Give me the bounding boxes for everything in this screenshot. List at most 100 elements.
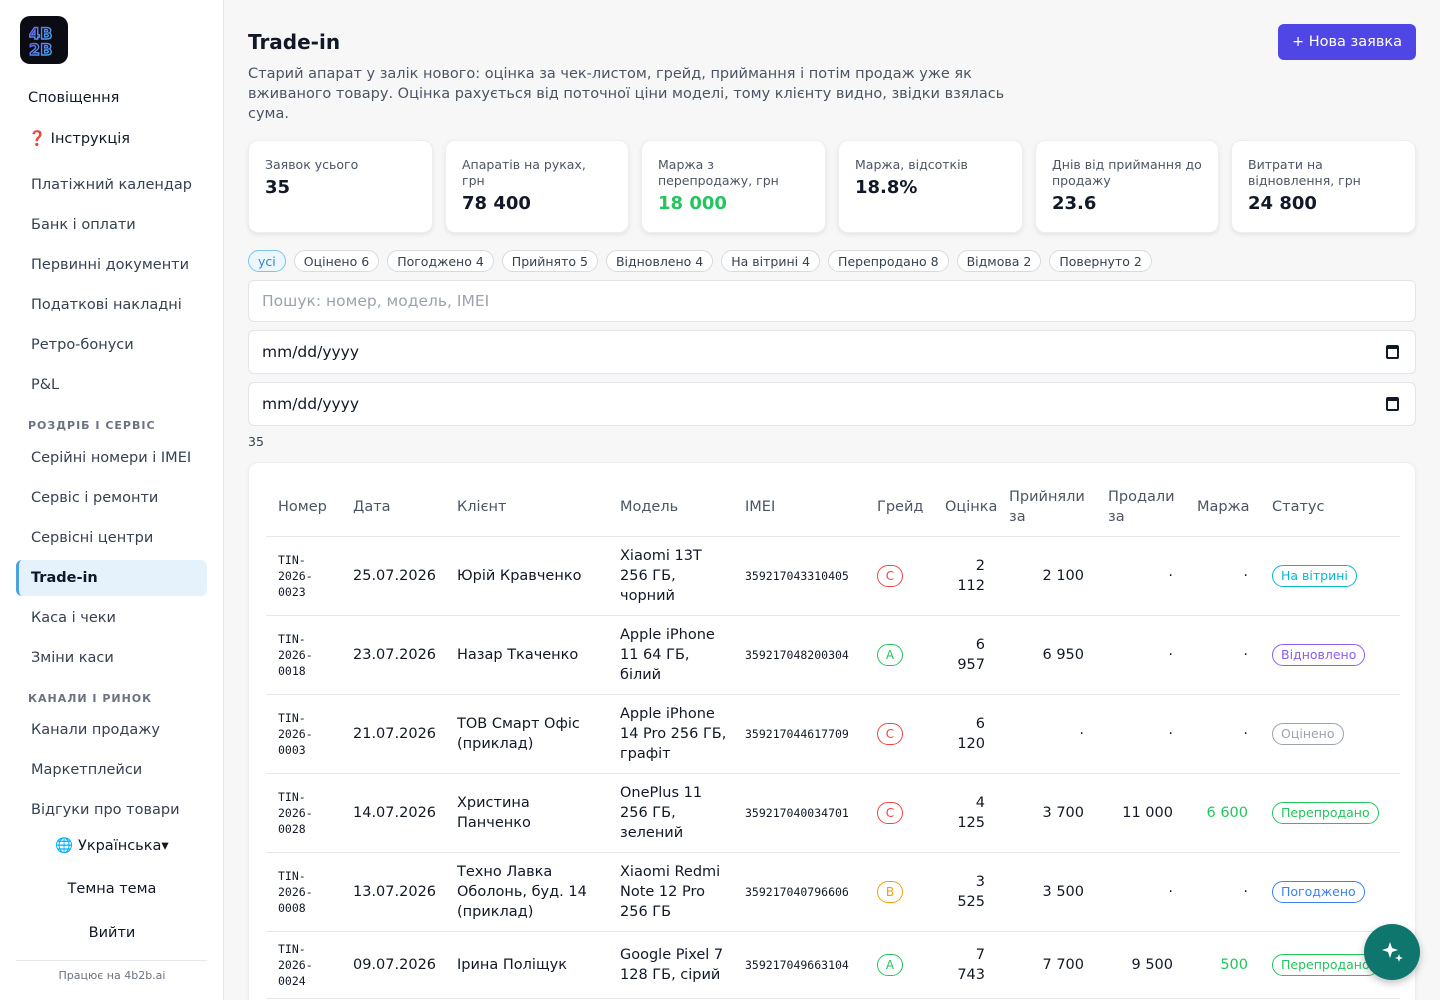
sidebar-item-cash-shifts[interactable]: Зміни каси [31, 650, 114, 666]
table-row[interactable]: TIN-2026-0003 21.07.2026 ТОВ Смарт Офіс (п… [266, 694, 1400, 774]
cell-margin: · [1185, 615, 1260, 695]
date-to-value: mm/dd/yyyy [262, 395, 360, 413]
sidebar-divider [16, 960, 207, 961]
sidebar-item-pnl[interactable]: P&L [31, 377, 60, 393]
column-header[interactable]: Продали за [1096, 479, 1185, 537]
column-header[interactable]: IMEI [733, 479, 865, 537]
grade-badge: A [877, 953, 903, 976]
cell-margin: · [1185, 694, 1260, 774]
cell-number[interactable]: TIN-2026-0024 [266, 931, 341, 999]
sidebar-item-primary-docs[interactable]: Первинні документи [31, 257, 190, 273]
filter-chip-agreed[interactable]: Погоджено 4 [387, 250, 494, 272]
cell-grade: A [865, 931, 933, 999]
cell-estimate: 3 525 [933, 852, 997, 932]
status-badge: Відновлено [1272, 643, 1366, 666]
new-request-button[interactable]: + Нова заявка [1278, 24, 1416, 60]
cell-status: На вітрині [1260, 536, 1400, 616]
cell-number[interactable]: TIN-2026-0003 [266, 694, 341, 774]
kpi-card-margin-percent: Маржа, відсотків 18.8% [838, 140, 1023, 233]
logo-icon[interactable]: 4B 2B [20, 16, 68, 64]
cell-accepted: 3 500 [997, 852, 1096, 932]
cell-sold: 9 500 [1096, 931, 1185, 999]
cell-model: OnePlus 11 256 ГБ, зелений [608, 773, 733, 853]
cell-imei: 359217044617709 [733, 694, 865, 774]
sidebar-item-tax-invoices[interactable]: Податкові накладні [31, 297, 182, 313]
column-header[interactable]: Оцінка [933, 479, 997, 537]
column-header[interactable]: Грейд [865, 479, 933, 537]
column-header[interactable]: Модель [608, 479, 733, 537]
column-header[interactable]: Клієнт [445, 479, 608, 537]
calendar-icon[interactable] [1386, 345, 1399, 359]
calendar-icon[interactable] [1386, 397, 1399, 411]
status-badge: На вітрині [1272, 564, 1357, 587]
cell-number[interactable]: TIN-2026-0023 [266, 536, 341, 616]
sidebar-item-product-reviews[interactable]: Відгуки про товари [31, 802, 180, 818]
theme-toggle[interactable]: Темна тема [67, 881, 157, 897]
column-header[interactable]: Маржа [1185, 479, 1260, 537]
cell-estimate: 4 125 [933, 773, 997, 853]
cell-number[interactable]: TIN-2026-0028 [266, 773, 341, 853]
date-from-field[interactable]: mm/dd/yyyy [248, 330, 1416, 374]
sidebar-item-cash-receipts[interactable]: Каса і чеки [31, 610, 116, 626]
cell-number[interactable]: TIN-2026-0018 [266, 615, 341, 695]
sidebar-item-serial-numbers[interactable]: Серійні номери і IMEI [31, 450, 192, 466]
cell-status: Відновлено [1260, 615, 1400, 695]
table-row[interactable]: TIN-2026-0028 14.07.2026 Христина Панченко… [266, 773, 1400, 853]
kpi-value: 18 000 [658, 193, 727, 214]
sidebar-item-instructions[interactable]: ❓ Інструкція [28, 130, 131, 147]
logout-button[interactable]: Вийти [88, 925, 136, 941]
filter-chip-resold[interactable]: Перепродано 8 [828, 250, 949, 272]
filter-chip-all[interactable]: усі [248, 250, 286, 272]
cell-margin: 500 [1185, 931, 1260, 999]
cell-client: Юрій Кравченко [445, 536, 608, 616]
column-header[interactable]: Дата [341, 479, 445, 537]
ai-assistant-button[interactable] [1364, 924, 1420, 980]
cell-imei: 359217040796606 [733, 852, 865, 932]
sidebar-item-payment-calendar[interactable]: Платіжний календар [31, 177, 192, 193]
filter-chip-evaluated[interactable]: Оцінено 6 [293, 250, 380, 272]
filter-chip-restored[interactable]: Відновлено 4 [605, 250, 714, 272]
table-row[interactable]: TIN-2026-0018 23.07.2026 Назар Ткаченко App… [266, 615, 1400, 695]
kpi-value: 18.8% [855, 177, 918, 198]
cell-grade: A [865, 615, 933, 695]
cell-sold: 11 000 [1096, 773, 1185, 853]
filter-chip-rejected[interactable]: Відмова 2 [956, 250, 1042, 272]
kpi-card-total: Заявок усього 35 [248, 140, 433, 233]
sidebar-item-trade-in[interactable]: Trade-in [16, 560, 207, 596]
cell-status: Перепродано [1260, 773, 1400, 853]
column-header[interactable]: Прийняли за [997, 479, 1096, 537]
table-row[interactable]: TIN-2026-0024 09.07.2026 Ірина Поліщук Goog… [266, 931, 1400, 999]
sidebar-item-notifications[interactable]: Сповіщення [28, 90, 120, 106]
sidebar-item-sales-channels[interactable]: Канали продажу [31, 722, 160, 738]
sidebar-item-bank[interactable]: Банк і оплати [31, 217, 136, 233]
grade-badge: A [877, 643, 903, 666]
cell-grade: B [865, 852, 933, 932]
table-header-row: Номер Дата Клієнт Модель IMEI Грейд Оцін… [266, 479, 1400, 537]
column-header[interactable]: Номер [266, 479, 341, 537]
filter-chip-accepted[interactable]: Прийнято 5 [501, 250, 598, 272]
kpi-label: Апаратів на руках, грн [462, 157, 586, 188]
kpi-card-devices-on-hand: Апаратів на руках, грн 78 400 [445, 140, 629, 233]
date-to-field[interactable]: mm/dd/yyyy [248, 382, 1416, 426]
table-row[interactable]: TIN-2026-0008 13.07.2026 Техно Лавка Оболо… [266, 852, 1400, 932]
sidebar-item-service-centers[interactable]: Сервісні центри [31, 530, 154, 546]
cell-grade: C [865, 694, 933, 774]
sidebar-item-retro-bonuses[interactable]: Ретро-бонуси [31, 337, 134, 353]
cell-date: 25.07.2026 [341, 536, 445, 616]
cell-model: Xiaomi 13T 256 ГБ, чорний [608, 536, 733, 616]
status-filter-chips: усі Оцінено 6 Погоджено 4 Прийнято 5 Від… [248, 250, 1152, 272]
cell-imei: 359217043310405 [733, 536, 865, 616]
sidebar-item-marketplaces[interactable]: Маркетплейси [31, 762, 143, 778]
status-badge: Перепродано [1272, 953, 1379, 976]
language-select[interactable]: 🌐 Українська▾ [55, 838, 169, 854]
filter-chip-returned[interactable]: Повернуто 2 [1049, 250, 1152, 272]
filter-chip-showcase[interactable]: На вітрині 4 [721, 250, 821, 272]
cell-date: 13.07.2026 [341, 852, 445, 932]
search-input[interactable]: Пошук: номер, модель, IMEI [248, 280, 1416, 322]
cell-accepted: 6 950 [997, 615, 1096, 695]
sidebar-item-service-repairs[interactable]: Сервіс і ремонти [31, 490, 159, 506]
table-row[interactable]: TIN-2026-0023 25.07.2026 Юрій Кравченко Xia… [266, 536, 1400, 616]
cell-model: Apple iPhone 11 64 ГБ, білий [608, 615, 733, 695]
cell-number[interactable]: TIN-2026-0008 [266, 852, 341, 932]
column-header[interactable]: Статус [1260, 479, 1400, 537]
